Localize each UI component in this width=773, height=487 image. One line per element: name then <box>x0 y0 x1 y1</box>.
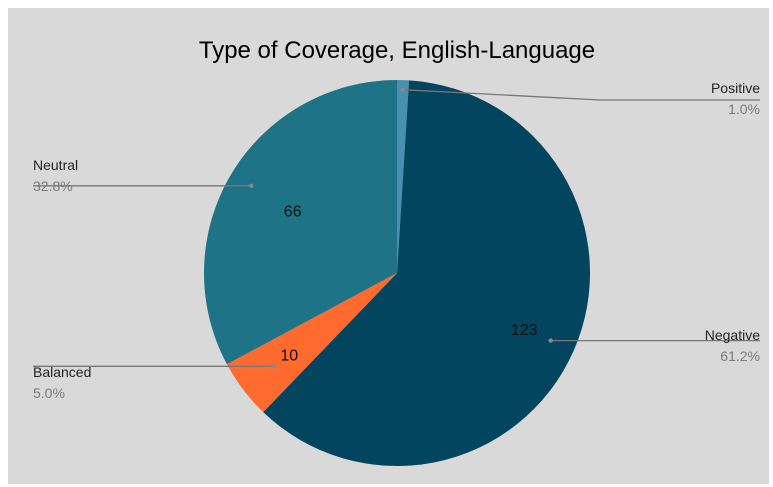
pie-slices <box>203 80 591 467</box>
slice-percent-positive: 1.0% <box>728 101 760 117</box>
callout-dot-balanced <box>271 364 277 369</box>
pie-slice-positive <box>397 80 410 273</box>
slice-value-neutral: 66 <box>284 204 302 221</box>
slice-percent-neutral: 32.8% <box>33 178 73 194</box>
slice-name-negative: Negative <box>705 327 760 343</box>
callout-dot-neutral <box>249 183 254 188</box>
slice-percent-balanced: 5.0% <box>33 385 65 401</box>
pie-slice-neutral <box>203 80 397 365</box>
pie-slice-negative <box>263 80 591 467</box>
pie-slice-balanced <box>226 273 397 413</box>
slice-callouts: Positive 1.0% Negative 61.2% Balanced 5.0% Neu… <box>33 80 760 401</box>
slice-name-neutral: Neutral <box>33 157 78 173</box>
slice-value-labels: 123 10 66 <box>280 204 537 365</box>
slice-name-positive: Positive <box>711 80 760 96</box>
slice-value-balanced: 10 <box>280 348 298 365</box>
slice-percent-negative: 61.2% <box>720 348 760 364</box>
callout-line-positive <box>402 89 760 101</box>
slice-value-negative: 123 <box>511 322 538 339</box>
callout-dot-negative <box>548 338 553 343</box>
slice-name-balanced: Balanced <box>33 364 91 380</box>
callout-dot-positive <box>400 87 405 92</box>
chart-title: Type of Coverage, English-Language <box>199 37 595 64</box>
